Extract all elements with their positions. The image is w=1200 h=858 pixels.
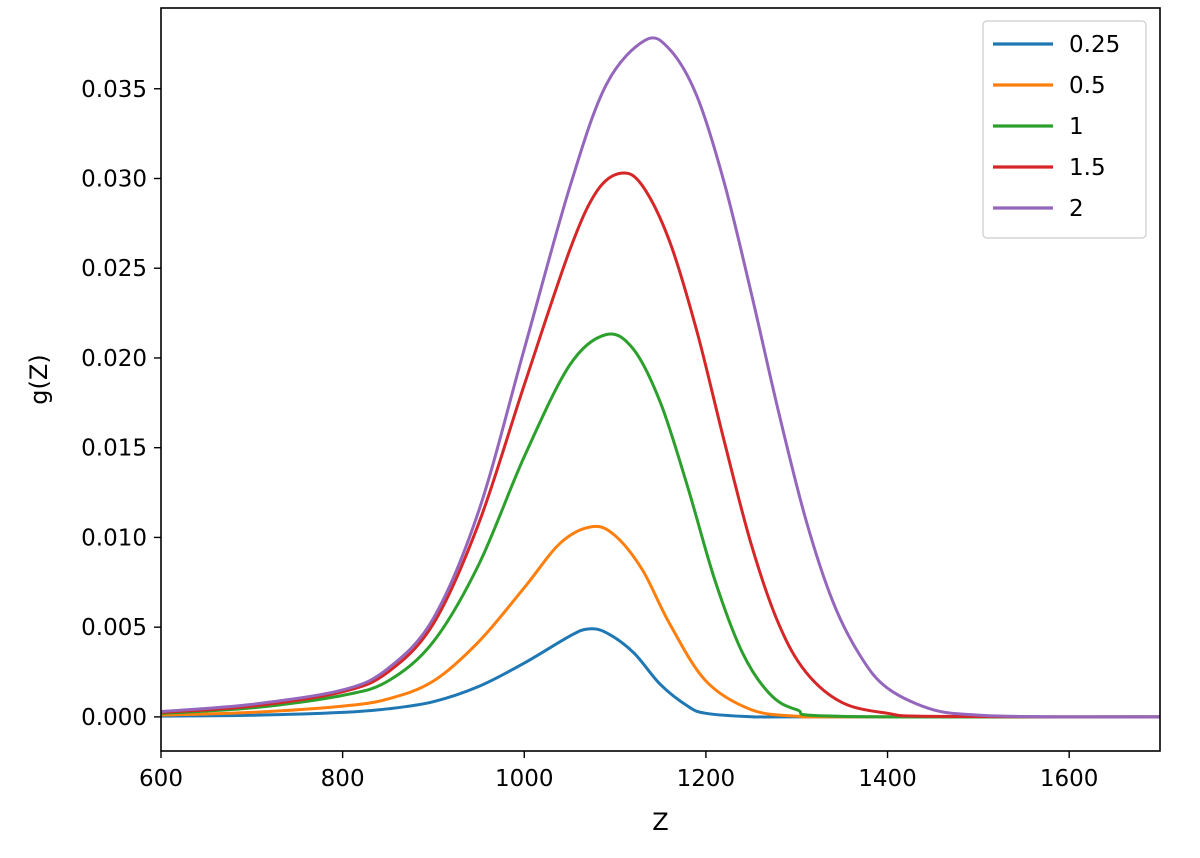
legend-label: 0.5 [1069,73,1106,99]
legend-label: 1.5 [1069,155,1106,181]
y-tick-label: 0.000 [81,705,147,731]
series-line-1-5 [160,171,1161,719]
y-tick-label: 0.025 [81,256,147,282]
series-layer [160,36,1161,719]
x-tick-label: 600 [139,766,183,792]
x-axis: 600 800 1000 1200 1400 1600 [139,751,1098,792]
x-tick-label: 1600 [1040,766,1099,792]
y-tick-label: 0.035 [81,77,147,103]
y-tick-label: 0.020 [81,346,147,372]
x-tick-label: 1000 [495,766,554,792]
plot-frame [160,7,1161,752]
legend-label: 1 [1069,114,1084,140]
legend-box [982,20,1147,239]
series-line-0-5 [160,524,1161,719]
series-line-0-25 [160,627,1161,719]
y-axis-label: g(Z) [25,354,53,404]
legend: 0.25 0.5 1 1.5 2 [982,20,1147,239]
y-axis: 0.000 0.005 0.010 0.015 0.020 0.025 0.030 0.035 [81,77,161,731]
x-tick-label: 1200 [677,766,736,792]
y-tick-label: 0.005 [81,615,147,641]
legend-label: 2 [1069,196,1084,222]
legend-label: 0.25 [1069,32,1120,58]
y-tick-label: 0.030 [81,166,147,192]
x-tick-label: 1400 [858,766,917,792]
y-tick-label: 0.015 [81,436,147,462]
x-tick-label: 800 [321,766,365,792]
series-line-2 [160,36,1161,719]
y-tick-label: 0.010 [81,525,147,551]
x-axis-label: Z [652,808,668,836]
series-line-1 [160,332,1161,719]
